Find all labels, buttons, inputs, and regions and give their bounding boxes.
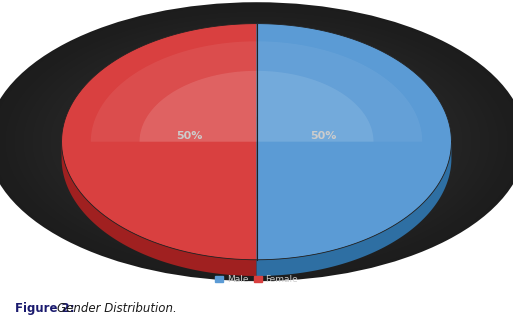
Ellipse shape: [207, 116, 306, 167]
Polygon shape: [256, 71, 373, 142]
Ellipse shape: [46, 32, 467, 251]
Ellipse shape: [221, 123, 292, 160]
Polygon shape: [91, 41, 256, 142]
Ellipse shape: [1, 9, 512, 274]
Ellipse shape: [108, 65, 405, 218]
Ellipse shape: [28, 23, 485, 260]
Ellipse shape: [117, 70, 396, 214]
Ellipse shape: [149, 86, 364, 197]
Ellipse shape: [82, 51, 431, 232]
Ellipse shape: [5, 11, 508, 272]
Ellipse shape: [86, 53, 427, 230]
Ellipse shape: [211, 118, 301, 165]
Ellipse shape: [64, 42, 449, 242]
Ellipse shape: [216, 121, 297, 163]
Polygon shape: [256, 143, 451, 276]
Ellipse shape: [131, 77, 382, 207]
Ellipse shape: [225, 125, 288, 158]
Legend: Male, Female: Male, Female: [211, 272, 302, 288]
Ellipse shape: [50, 35, 463, 249]
Ellipse shape: [243, 135, 270, 149]
Ellipse shape: [247, 137, 266, 146]
Ellipse shape: [18, 18, 495, 265]
Ellipse shape: [194, 109, 319, 174]
Ellipse shape: [72, 46, 441, 237]
Polygon shape: [140, 71, 256, 142]
Ellipse shape: [198, 112, 315, 172]
Polygon shape: [62, 24, 256, 260]
Ellipse shape: [32, 26, 481, 258]
Ellipse shape: [41, 30, 472, 253]
Ellipse shape: [126, 74, 387, 209]
Ellipse shape: [59, 39, 454, 244]
Ellipse shape: [0, 2, 513, 281]
Ellipse shape: [189, 107, 324, 176]
Ellipse shape: [239, 133, 274, 151]
Ellipse shape: [180, 102, 333, 181]
Ellipse shape: [0, 5, 513, 279]
Ellipse shape: [144, 84, 369, 200]
Ellipse shape: [62, 116, 451, 199]
Text: Figure 2:: Figure 2:: [15, 302, 79, 315]
Ellipse shape: [185, 105, 328, 179]
Text: 50%: 50%: [310, 131, 337, 141]
Polygon shape: [256, 41, 422, 142]
Ellipse shape: [68, 44, 445, 239]
Ellipse shape: [95, 58, 418, 225]
Text: Gender Distribution.: Gender Distribution.: [57, 302, 177, 315]
Text: 50%: 50%: [176, 131, 203, 141]
Ellipse shape: [23, 21, 490, 263]
Ellipse shape: [135, 79, 378, 204]
Ellipse shape: [14, 16, 499, 267]
Ellipse shape: [252, 139, 261, 144]
Ellipse shape: [175, 100, 338, 184]
Ellipse shape: [122, 72, 391, 212]
Ellipse shape: [10, 14, 503, 270]
Ellipse shape: [203, 114, 310, 170]
Ellipse shape: [36, 28, 477, 256]
Ellipse shape: [167, 95, 346, 188]
Polygon shape: [62, 143, 256, 276]
Ellipse shape: [0, 7, 513, 277]
Ellipse shape: [104, 63, 409, 221]
Ellipse shape: [113, 67, 400, 216]
Ellipse shape: [100, 60, 413, 223]
Ellipse shape: [158, 91, 355, 193]
Ellipse shape: [77, 49, 436, 235]
Ellipse shape: [171, 97, 342, 186]
Ellipse shape: [162, 93, 351, 191]
Ellipse shape: [234, 130, 279, 153]
Ellipse shape: [153, 88, 360, 195]
Polygon shape: [256, 24, 451, 260]
Ellipse shape: [90, 56, 423, 228]
Ellipse shape: [140, 81, 373, 202]
Ellipse shape: [54, 37, 459, 246]
Ellipse shape: [229, 128, 283, 156]
